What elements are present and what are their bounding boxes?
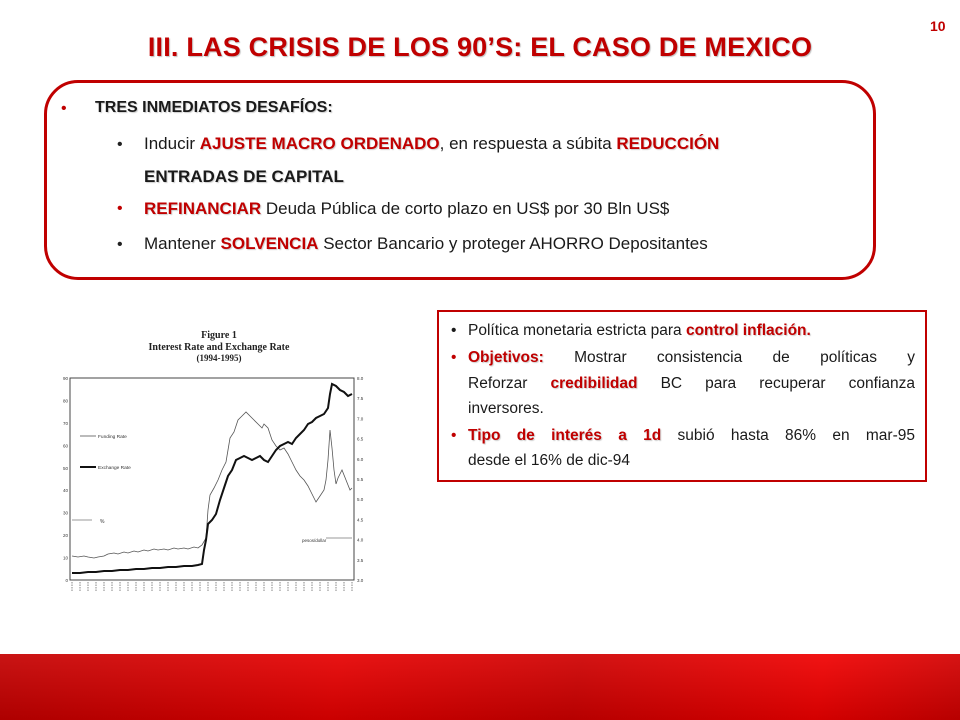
- challenges-box: • TRES INMEDIATOS DESAFÍOS: • Inducir AJ…: [44, 80, 876, 280]
- policy-item-objectives-l2: Reforzar credibilidad BC para recuperar …: [468, 375, 915, 393]
- left-tick-label: 0: [65, 578, 68, 583]
- policy-item-rate-l2: desde el 16% de dic-94: [468, 452, 631, 469]
- exchange-rate-line: [72, 382, 353, 574]
- x-axis-ticks: [71, 582, 353, 592]
- policy-text: Política monetaria estricta para: [468, 322, 686, 339]
- policy-emphasis: control inflación.: [685, 322, 811, 339]
- challenge-emphasis: REFINANCIAR: [144, 199, 262, 218]
- challenge-text: Sector Bancario y proteger AHORRO Deposi…: [318, 234, 708, 253]
- bullet-icon: •: [451, 349, 457, 366]
- challenge-item-refinance: REFINANCIAR Deuda Pública de corto plazo…: [144, 199, 669, 219]
- figure-svg: Figure 1 Interest Rate and Exchange Rate…: [63, 330, 364, 592]
- plot-frame: [69, 377, 355, 581]
- policy-emphasis: Objetivos:: [468, 349, 544, 366]
- left-tick-label: 40: [63, 488, 69, 493]
- challenge-emphasis: SOLVENCIA: [220, 234, 319, 253]
- legend-exchange-label: Exchange Rate: [98, 465, 131, 471]
- funding-rate-line: [71, 411, 353, 559]
- right-tick-label: 4.0: [357, 538, 364, 543]
- page-number: 10: [930, 18, 946, 34]
- bullet-icon: •: [451, 427, 457, 444]
- policy-text: BC para recuperar confianza: [637, 375, 915, 392]
- challenge-emphasis: REDUCCIÓN: [616, 134, 720, 153]
- challenge-text: Mantener: [144, 234, 221, 253]
- challenge-text: , en respuesta a súbita: [439, 134, 617, 153]
- policy-text: subió hasta 86% en mar-95: [661, 427, 916, 444]
- bullet-icon: •: [451, 322, 457, 339]
- left-tick-label: 20: [63, 533, 69, 538]
- interest-exchange-figure: Figure 1 Interest Rate and Exchange Rate…: [58, 320, 380, 595]
- bullet-icon: •: [117, 136, 123, 153]
- policy-item-objectives-l3: inversores.: [468, 400, 544, 417]
- right-tick-label: 4.5: [357, 517, 364, 522]
- challenge-item-adjust-cont: ENTRADAS DE CAPITAL: [144, 167, 344, 186]
- right-tick-label: 8.0: [357, 376, 364, 381]
- policy-item-objectives-l1: Objetivos: Mostrar consistencia de polít…: [468, 349, 915, 367]
- challenge-text: Inducir: [144, 134, 200, 153]
- left-tick-label: 60: [63, 443, 69, 448]
- pct-label: %: [100, 519, 105, 525]
- figure-caption: Interest Rate and Exchange Rate: [149, 342, 290, 353]
- pesos-label: pesos/dollar: [302, 538, 327, 543]
- policy-emphasis: Tipo de interés a 1d: [468, 427, 662, 444]
- policy-emphasis: credibilidad: [550, 375, 638, 392]
- challenge-emphasis: AJUSTE MACRO ORDENADO: [199, 134, 440, 153]
- left-tick-label: 80: [63, 398, 69, 403]
- left-tick-label: 30: [63, 511, 69, 516]
- right-tick-label: 3.5: [357, 558, 364, 563]
- right-tick-label: 7.5: [357, 396, 364, 401]
- challenge-item-solvency: Mantener SOLVENCIA Sector Bancario y pro…: [144, 234, 708, 254]
- policy-box: • Política monetaria estricta para contr…: [437, 310, 927, 482]
- right-tick-label: 6.0: [357, 457, 364, 462]
- left-axis-ticks: 0 10 20 30 40 50 60 70 80 90: [63, 376, 69, 583]
- challenges-heading: TRES INMEDIATOS DESAFÍOS:: [95, 99, 333, 116]
- left-tick-label: 10: [63, 556, 69, 561]
- right-tick-label: 7.0: [357, 416, 364, 421]
- challenge-item-adjust: Inducir AJUSTE MACRO ORDENADO, en respue…: [144, 134, 719, 154]
- left-tick-label: 50: [63, 466, 69, 471]
- footer-band: [0, 654, 960, 720]
- slide-title: III. LAS CRISIS DE LOS 90’S: EL CASO DE …: [147, 32, 813, 62]
- right-axis-ticks: 3.0 3.5 4.0 4.5 5.0 5.5 6.0 6.5 7.0 7.5 8.0: [357, 376, 364, 583]
- right-tick-label: 6.5: [357, 437, 364, 442]
- bullet-icon: •: [117, 200, 123, 217]
- left-tick-label: 70: [63, 421, 69, 426]
- right-tick-label: 3.0: [357, 578, 364, 583]
- policy-item-rate-l1: Tipo de interés a 1d subió hasta 86% en …: [468, 427, 915, 445]
- bullet-icon: •: [117, 236, 123, 253]
- left-tick-label: 90: [63, 376, 69, 381]
- challenge-text: Deuda Pública de corto plazo en US$ por …: [261, 199, 670, 218]
- right-tick-label: 5.5: [357, 477, 364, 482]
- footer-shade: [0, 654, 960, 720]
- right-tick-label: 5.0: [357, 497, 364, 502]
- figure-caption: Figure 1: [201, 330, 237, 341]
- figure-caption: (1994-1995): [197, 353, 242, 363]
- bullet-icon: •: [61, 100, 67, 117]
- policy-text: Mostrar consistencia de políticas y: [543, 349, 915, 366]
- policy-text: Reforzar: [468, 375, 551, 392]
- policy-item-monetary: Política monetaria estricta para control…: [468, 322, 811, 340]
- legend-funding-label: Funding Rate: [98, 434, 127, 440]
